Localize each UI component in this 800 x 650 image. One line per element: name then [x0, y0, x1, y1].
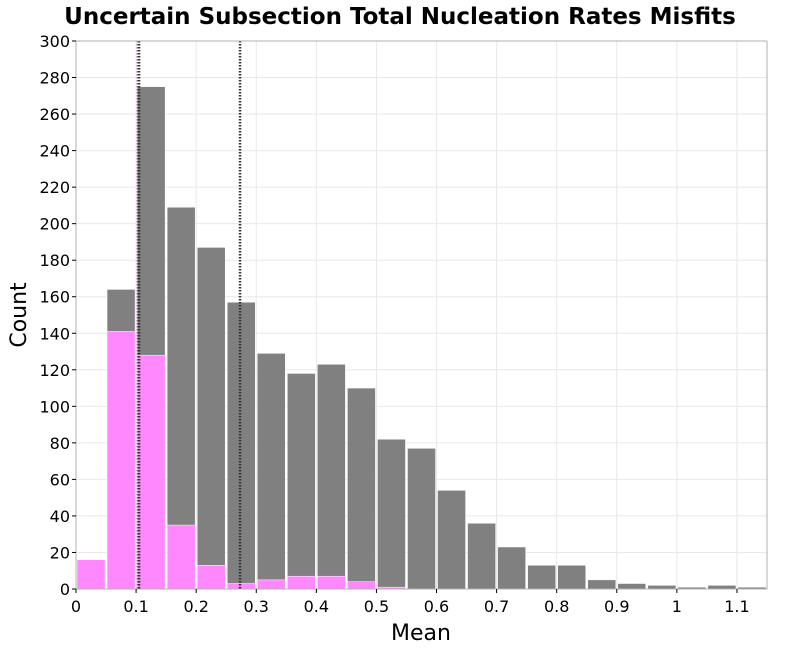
bar-total — [497, 546, 526, 590]
y-tick-label: 20 — [50, 543, 70, 562]
bar-subset — [166, 524, 196, 590]
x-tick-label: 0.6 — [424, 597, 449, 616]
bar-subset — [317, 575, 346, 590]
mean-lines — [136, 41, 242, 589]
bar-subset — [287, 575, 316, 590]
bar-total — [707, 585, 737, 590]
y-tick-label: 0 — [60, 580, 70, 599]
y-tick-label: 260 — [39, 105, 70, 124]
y-tick-label: 300 — [39, 32, 70, 51]
x-tick-label: 0.9 — [604, 597, 629, 616]
x-axis-ticks: 0 0.1 0.2 0.3 0.4 0.5 0.6 0.7 0.8 0.9 1 1.1 — [71, 589, 750, 616]
x-tick-label: 0.2 — [183, 597, 208, 616]
y-axis-ticks: 0 20 40 60 80 100 120 140 160 180 200 220 240 260 280 3… — [39, 32, 76, 599]
y-axis-label: Count — [7, 282, 32, 348]
y-tick-label: 200 — [39, 215, 70, 234]
bar-total — [467, 522, 496, 590]
bar-total — [647, 585, 677, 590]
chart-title: Uncertain Subsection Total Nucleation Ra… — [64, 4, 736, 30]
y-tick-label: 160 — [39, 288, 70, 307]
bar-total — [287, 373, 316, 590]
bar-total — [257, 353, 286, 590]
bar-total — [196, 247, 226, 590]
bar-subset — [196, 565, 226, 590]
bar-subset — [136, 354, 166, 590]
x-tick-label: 0.3 — [244, 597, 269, 616]
x-tick-label: 1.1 — [724, 597, 749, 616]
bar-total — [587, 579, 617, 590]
plot-area — [75, 40, 768, 590]
bar-total — [527, 565, 556, 590]
bar-subset — [76, 559, 106, 590]
y-tick-label: 60 — [50, 470, 70, 489]
bar-subset — [257, 579, 286, 590]
x-tick-label: 0.7 — [484, 597, 509, 616]
x-axis-label: Mean — [391, 621, 451, 646]
x-tick-label: 0.8 — [544, 597, 569, 616]
bars — [76, 86, 767, 590]
y-tick-label: 220 — [39, 178, 70, 197]
y-tick-label: 240 — [39, 142, 70, 161]
y-tick-label: 280 — [39, 69, 70, 88]
bar-total — [347, 387, 376, 590]
y-tick-label: 140 — [39, 324, 70, 343]
bar-total — [377, 438, 406, 590]
bar-subset — [347, 581, 376, 590]
y-tick-label: 80 — [50, 434, 70, 453]
x-tick-label: 0.4 — [304, 597, 329, 616]
y-tick-label: 120 — [39, 361, 70, 380]
y-tick-label: 40 — [50, 507, 70, 526]
bar-total — [557, 565, 586, 590]
bar-total — [617, 583, 647, 590]
x-tick-label: 1 — [672, 597, 682, 616]
y-tick-label: 180 — [39, 251, 70, 270]
x-tick-label: 0.5 — [364, 597, 389, 616]
y-tick-label: 100 — [39, 397, 70, 416]
bar-subset — [106, 331, 136, 590]
bar-total — [437, 490, 466, 590]
bar-total — [317, 364, 346, 590]
x-tick-label: 0.1 — [123, 597, 148, 616]
x-tick-label: 0 — [71, 597, 81, 616]
bar-total — [407, 448, 436, 590]
